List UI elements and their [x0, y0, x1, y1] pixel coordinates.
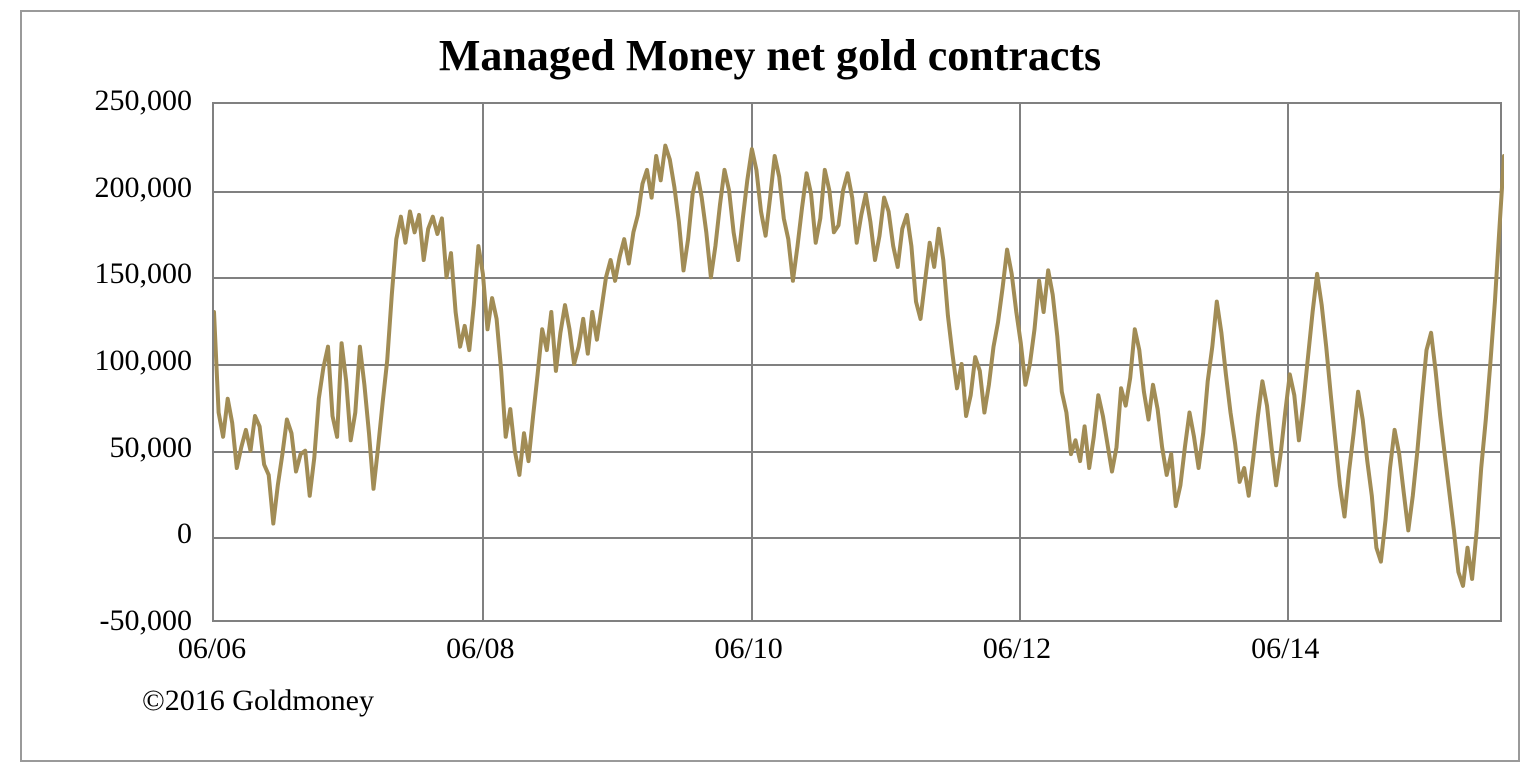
- chart-title: Managed Money net gold contracts: [22, 30, 1518, 81]
- y-tick-label: 0: [22, 517, 192, 551]
- y-tick-label: 200,000: [22, 171, 192, 205]
- copyright-text: ©2016 Goldmoney: [142, 684, 374, 718]
- x-tick-label: 06/14: [1205, 632, 1365, 666]
- plot-area: [212, 102, 1502, 622]
- x-tick-label: 06/08: [400, 632, 560, 666]
- y-tick-label: 100,000: [22, 344, 192, 378]
- x-tick-label: 06/12: [937, 632, 1097, 666]
- y-tick-label: 250,000: [22, 84, 192, 118]
- x-tick-label: 06/06: [132, 632, 292, 666]
- chart-outer-frame: Managed Money net gold contracts -50,000…: [20, 10, 1520, 762]
- y-tick-label: 50,000: [22, 431, 192, 465]
- line-series: [214, 104, 1504, 624]
- y-tick-label: 150,000: [22, 257, 192, 291]
- x-tick-label: 06/10: [669, 632, 829, 666]
